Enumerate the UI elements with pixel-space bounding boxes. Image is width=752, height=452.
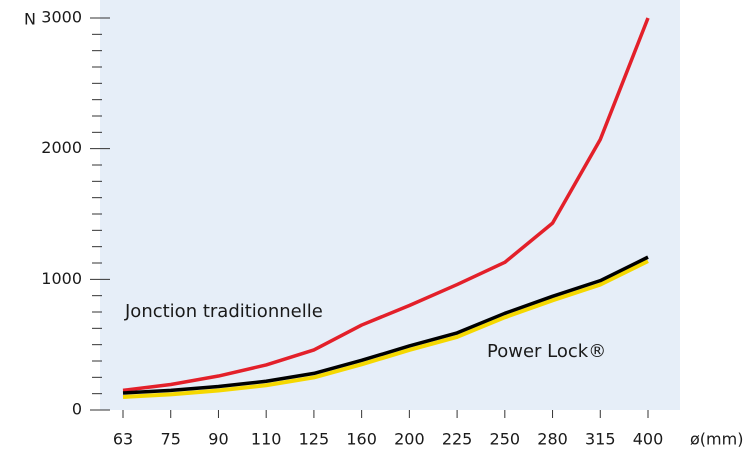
x-tick-label: 110 [251, 430, 282, 449]
line [122, 255, 649, 395]
x-tick-label: 75 [161, 430, 181, 449]
x-tick-label: 250 [490, 430, 521, 449]
line-underline [122, 259, 649, 400]
y-tick-label: 0 [72, 400, 82, 419]
line [122, 17, 650, 393]
series-label: Power Lock® [487, 341, 606, 362]
x-tick-label: 63 [113, 430, 133, 449]
y-tick-label: 2000 [41, 138, 82, 157]
x-tick-label: 160 [346, 430, 377, 449]
series-label: Jonction traditionnelle [124, 301, 323, 322]
x-tick-label: 90 [208, 430, 228, 449]
plot-background [100, 0, 680, 410]
x-tick-label: 400 [633, 430, 664, 449]
x-tick-label: 315 [585, 430, 616, 449]
x-tick-label: 280 [537, 430, 568, 449]
y-tick-label: 1000 [41, 269, 82, 288]
x-tick-label: 200 [394, 430, 425, 449]
y-axis-label: N [24, 10, 36, 29]
x-tick-label: 225 [442, 430, 473, 449]
x-axis-label: ø(mm) [690, 430, 743, 449]
y-tick-label: 3000 [41, 8, 82, 27]
x-tick-label: 125 [299, 430, 330, 449]
